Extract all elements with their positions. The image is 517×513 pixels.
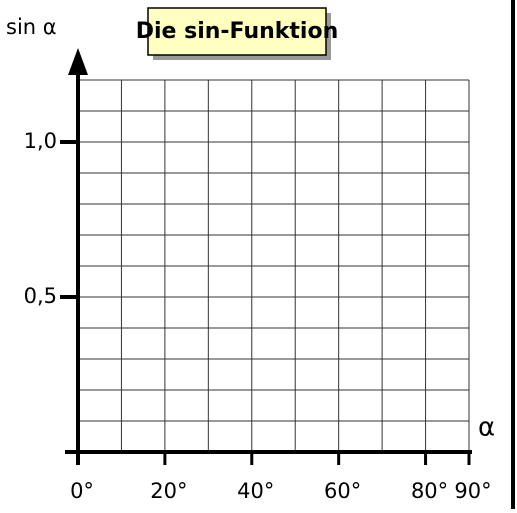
x-axis-label: α [478,413,495,443]
x-tick-label: 90° [454,479,491,503]
x-tick-label: 80° [411,479,448,503]
y-tick-label: 0,5 [24,284,57,308]
x-tick-label: 20° [150,479,187,503]
y-axis-label: sin α [6,15,57,39]
chart-title: Die sin-Funktion [136,19,339,44]
y-tick-label: 1,0 [24,129,57,153]
title-box [147,7,327,56]
x-tick-label: 0° [70,479,94,503]
y-axis-arrow [68,48,88,75]
x-tick-label: 60° [324,479,361,503]
x-tick-label: 40° [237,479,274,503]
